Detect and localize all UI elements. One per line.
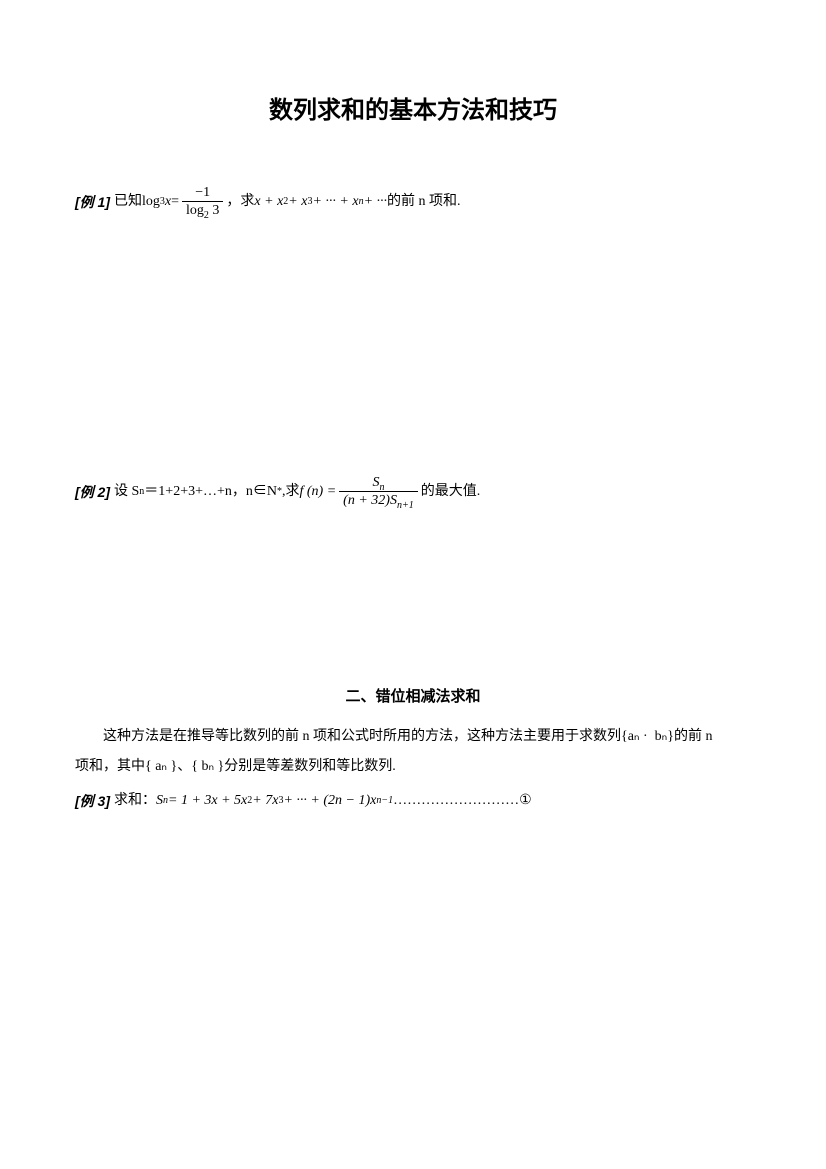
- example-2: [例 2] 设 Sn ＝1+2+3+…+n，n∈N* ,求 f (n) = Sn…: [75, 475, 751, 509]
- ex3-eq: = 1 + 3x + 5x: [168, 787, 247, 815]
- page-title: 数列求和的基本方法和技巧: [75, 90, 751, 125]
- ex1-label: [例 1]: [75, 188, 110, 216]
- example-1: [例 1] 已知 log3 x = −1 log2 3 ，求 x + x2 + …: [75, 185, 751, 219]
- ex1-den-b: 3: [209, 203, 220, 218]
- ex1-pre: 已知: [114, 188, 142, 216]
- ex1-plusdots: + ··· + x: [312, 188, 358, 216]
- ex1-plusdots2: + ···: [364, 188, 387, 216]
- ex1-series-a: x + x: [254, 188, 283, 216]
- ex1-eq: =: [171, 188, 179, 216]
- ex2-frac-den-a: (n + 32)S: [343, 493, 397, 508]
- ex1-comma: ，求: [226, 188, 254, 216]
- ex2-fn: f (n) =: [300, 478, 337, 506]
- ex2-mid: ,求: [282, 478, 300, 506]
- ex2-frac-num: Sn: [368, 475, 388, 491]
- ex2-pre: 设 S: [114, 478, 139, 506]
- section-2-desc-1: 这种方法是在推导等比数列的前 n 项和公式时所用的方法，这种方法主要用于求数列{…: [75, 722, 751, 753]
- ex1-log: log: [142, 188, 160, 216]
- ex2-frac-den: (n + 32)Sn+1: [339, 491, 418, 508]
- ex3-sn: S: [156, 787, 163, 815]
- ex3-p3: + 7x: [252, 787, 278, 815]
- example-3-line: [例 3] 求和： Sn = 1 + 3x + 5x2 + 7x3 + ··· …: [75, 787, 751, 815]
- ex1-plus3: + x: [288, 188, 307, 216]
- ex3-pre: 求和：: [114, 787, 156, 815]
- ex2-frac: Sn (n + 32)Sn+1: [339, 475, 418, 509]
- ex3-dots: + ··· + (2n − 1)x: [283, 787, 376, 815]
- example-1-line: [例 1] 已知 log3 x = −1 log2 3 ，求 x + x2 + …: [75, 185, 751, 219]
- ex1-frac: −1 log2 3: [182, 185, 223, 219]
- ex2-frac-den-sub: n+1: [397, 500, 414, 511]
- ex2-eq1: ＝1+2+3+…+n，n∈N: [144, 478, 277, 506]
- gap-2: [75, 515, 751, 685]
- ex1-frac-den: log2 3: [182, 201, 223, 218]
- ex1-tail: 的前 n 项和.: [387, 188, 461, 216]
- example-2-line: [例 2] 设 Sn ＝1+2+3+…+n，n∈N* ,求 f (n) = Sn…: [75, 475, 751, 509]
- ex2-label: [例 2]: [75, 478, 110, 506]
- ex1-den-a: log: [186, 203, 204, 218]
- ex2-tail: 的最大值.: [421, 478, 481, 506]
- section-2-desc-1b: 项和，其中{ aₙ }、{ bₙ }分别是等差数列和等比数列.: [75, 752, 751, 783]
- example-3: [例 3] 求和： Sn = 1 + 3x + 5x2 + 7x3 + ··· …: [75, 787, 751, 815]
- gap-1: [75, 225, 751, 475]
- ex3-label: [例 3]: [75, 787, 110, 815]
- section-2-title: 二、错位相减法求和: [75, 685, 751, 706]
- ex1-frac-num: −1: [191, 185, 214, 201]
- ex3-tail: ………………………①: [393, 787, 532, 815]
